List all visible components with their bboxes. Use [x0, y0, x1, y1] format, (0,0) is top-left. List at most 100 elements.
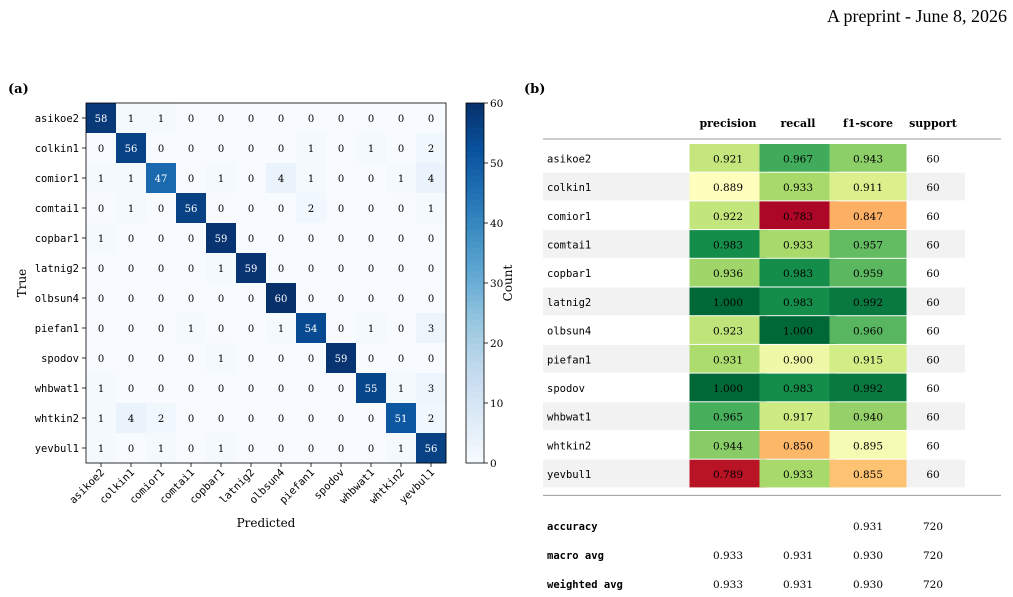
cell-value: 0 [218, 324, 224, 335]
cell-value: 1 [98, 384, 104, 395]
metric-cell [689, 172, 767, 201]
matrix-cell [356, 433, 387, 464]
metric-value: 0.992 [853, 297, 883, 309]
matrix-cell [266, 253, 297, 284]
metric-cell [759, 459, 837, 488]
cell-value: 0 [338, 324, 344, 335]
cell-value: 0 [368, 294, 374, 305]
matrix-cell [86, 133, 117, 164]
colorbar-band [466, 145, 484, 152]
cell-value: 3 [428, 324, 434, 335]
cell-value: 1 [368, 324, 374, 335]
cell-value: 0 [158, 384, 164, 395]
metric-cell [759, 258, 837, 287]
matrix-cell [416, 283, 447, 314]
matrix-cell [416, 193, 447, 224]
matrix-cell [266, 343, 297, 374]
cell-value: 0 [188, 414, 194, 425]
cell-value: 0 [158, 234, 164, 245]
colorbar-band [466, 151, 484, 158]
cell-value: 0 [248, 324, 254, 335]
matrix-cell [176, 433, 207, 464]
cell-value: 0 [398, 354, 404, 365]
matrix-cell [146, 163, 177, 194]
matrix-cell [326, 403, 357, 434]
colorbar-band [466, 289, 484, 296]
cell-value: 0 [248, 444, 254, 455]
cell-value: 1 [368, 144, 374, 155]
support-value: 60 [926, 268, 939, 280]
matrix-cell [356, 193, 387, 224]
matrix-cell [116, 253, 147, 284]
cell-value: 1 [128, 114, 134, 125]
matrix-cell [206, 373, 237, 404]
matrix-cell [146, 403, 177, 434]
matrix-cell [86, 313, 117, 344]
cell-value: 59 [245, 264, 258, 275]
matrix-cell [326, 163, 357, 194]
cell-value: 0 [278, 384, 284, 395]
cell-value: 0 [248, 234, 254, 245]
matrix-cell [116, 313, 147, 344]
matrix-cell [86, 193, 117, 224]
row-label: colkin1 [547, 182, 591, 194]
cell-value: 0 [98, 294, 104, 305]
cell-value: 0 [278, 354, 284, 365]
cell-value: 0 [338, 114, 344, 125]
colorbar-tick-label: 40 [490, 218, 503, 230]
matrix-cell [206, 343, 237, 374]
colorbar-band [466, 229, 484, 236]
colorbar-band [466, 235, 484, 242]
matrix-cell [116, 163, 147, 194]
cell-value: 1 [128, 204, 134, 215]
cell-value: 0 [188, 114, 194, 125]
cell-value: 60 [275, 294, 288, 305]
colorbar-band [466, 205, 484, 212]
matrix-cell [116, 433, 147, 464]
matrix-cell [416, 133, 447, 164]
cell-value: 0 [218, 414, 224, 425]
colorbar-band [466, 355, 484, 362]
y-tick-label: asikoe2 [35, 113, 79, 125]
matrix-cell [326, 433, 357, 464]
metric-value: 0.889 [713, 182, 743, 194]
matrix-frame [85, 102, 447, 464]
matrix-cell [416, 103, 447, 134]
cell-value: 0 [188, 354, 194, 365]
metric-value: 1.000 [713, 383, 743, 395]
y-tick-label: latnig2 [35, 263, 79, 275]
cell-value: 1 [218, 444, 224, 455]
cell-value: 59 [335, 354, 348, 365]
cell-value: 0 [308, 114, 314, 125]
matrix-cell [296, 253, 327, 284]
matrix-cell [176, 253, 207, 284]
metric-cell [829, 344, 907, 373]
cell-value: 0 [308, 294, 314, 305]
matrix-cell [236, 283, 267, 314]
summary-value: 0.933 [713, 579, 743, 591]
metric-value: 0.957 [853, 239, 883, 251]
cell-value: 0 [128, 444, 134, 455]
cell-value: 0 [398, 204, 404, 215]
matrix-cell [296, 163, 327, 194]
matrix-cell [116, 403, 147, 434]
matrix-cell [146, 373, 177, 404]
metric-cell [759, 402, 837, 430]
matrix-cell [236, 343, 267, 374]
metric-cell [689, 431, 767, 459]
colorbar-band [466, 325, 484, 332]
cell-value: 0 [368, 174, 374, 185]
row-label: yevbul1 [547, 469, 591, 481]
cell-value: 0 [338, 414, 344, 425]
matrix-cell [386, 253, 417, 284]
metric-cell [829, 172, 907, 201]
cell-value: 0 [428, 294, 434, 305]
cell-value: 1 [398, 174, 404, 185]
colorbar-band [466, 199, 484, 206]
colorbar-band [466, 187, 484, 194]
cell-value: 1 [398, 444, 404, 455]
matrix-cell [236, 253, 267, 284]
cell-value: 0 [128, 384, 134, 395]
colorbar-band [466, 301, 484, 308]
matrix-cell [116, 193, 147, 224]
